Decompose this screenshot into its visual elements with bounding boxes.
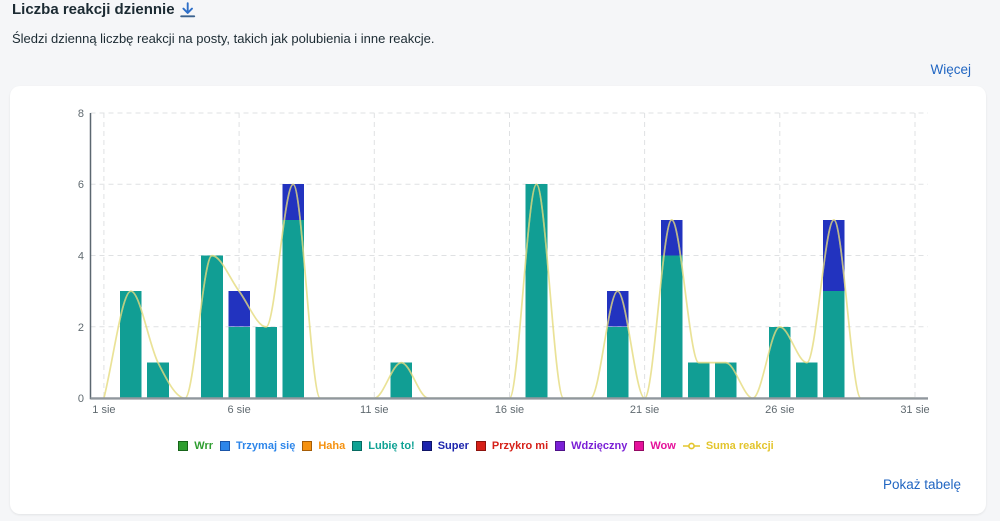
svg-text:6: 6 [78,179,84,191]
svg-text:8: 8 [78,108,84,120]
svg-text:21 sie: 21 sie [630,404,659,416]
svg-text:1 sie: 1 sie [92,404,115,416]
svg-text:31 sie: 31 sie [900,404,929,416]
svg-text:16 sie: 16 sie [495,404,524,416]
svg-text:6 sie: 6 sie [227,404,250,416]
svg-text:0: 0 [78,393,84,405]
svg-text:26 sie: 26 sie [765,404,794,416]
svg-text:2: 2 [78,322,84,334]
svg-text:11 sie: 11 sie [360,404,389,416]
svg-text:4: 4 [78,251,84,263]
